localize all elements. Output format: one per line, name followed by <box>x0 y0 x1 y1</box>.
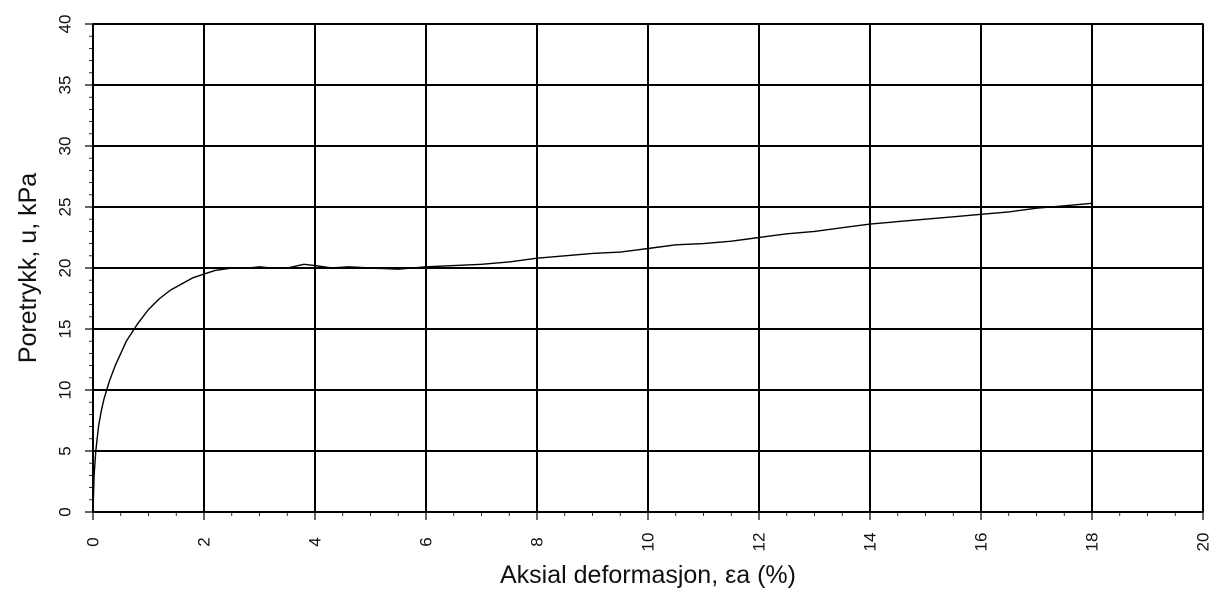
grid-lines <box>92 23 1204 513</box>
y-tick-label: 10 <box>56 381 75 400</box>
y-tick-label: 40 <box>56 15 75 34</box>
y-axis: 0 5 10 15 20 25 30 35 40 <box>56 15 93 517</box>
x-tick-label: 0 <box>84 537 103 546</box>
y-tick-label: 20 <box>56 259 75 278</box>
x-tick-label: 8 <box>528 537 547 546</box>
x-axis-title: Aksial deformasjon, εa (%) <box>500 561 796 589</box>
series-layer <box>92 202 1093 513</box>
x-tick-label: 14 <box>861 533 880 552</box>
x-tick-label: 10 <box>639 533 658 552</box>
x-tick-label: 12 <box>750 533 769 552</box>
series-line <box>92 202 1093 513</box>
y-tick-label: 35 <box>56 76 75 95</box>
y-tick-label: 15 <box>56 320 75 339</box>
x-tick-label: 2 <box>195 537 214 546</box>
y-tick-label: 25 <box>56 198 75 217</box>
x-tick-label: 20 <box>1194 533 1211 552</box>
x-tick-label: 6 <box>417 537 436 546</box>
y-tick-label: 5 <box>56 446 75 455</box>
y-axis-title: Poretrykk, u, kPa <box>14 173 42 363</box>
x-axis: 0 2 4 6 8 10 12 14 16 18 20 <box>84 512 1211 551</box>
x-tick-label: 16 <box>972 533 991 552</box>
y-tick-label: 30 <box>56 137 75 156</box>
x-tick-label: 18 <box>1083 533 1102 552</box>
y-tick-label: 0 <box>56 507 75 516</box>
x-tick-label: 4 <box>306 537 325 546</box>
